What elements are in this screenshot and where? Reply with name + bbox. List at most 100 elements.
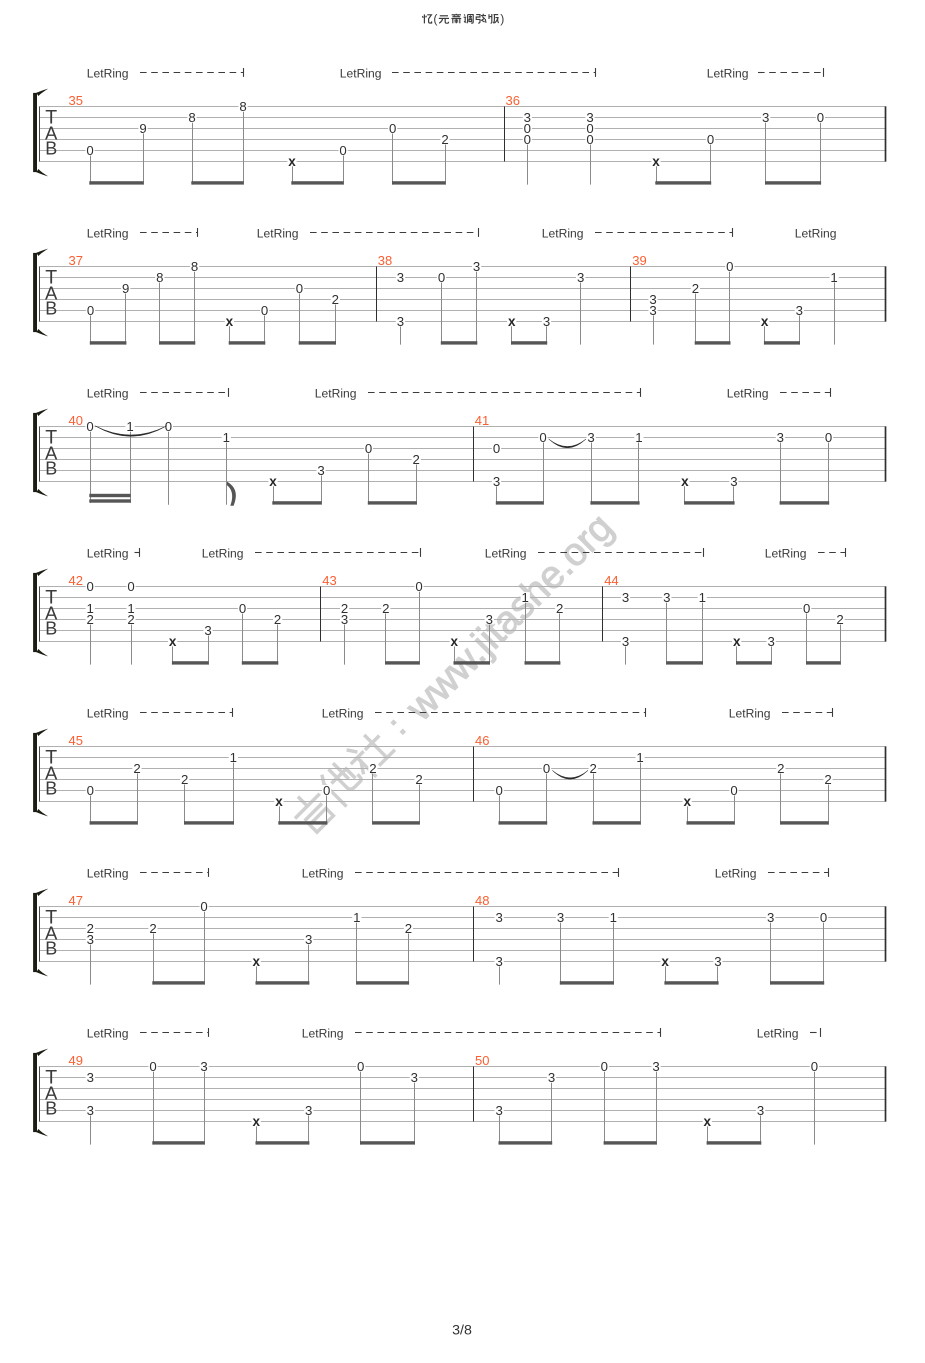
svg-text:x: x (169, 634, 177, 649)
svg-text:A: A (45, 763, 58, 784)
svg-text:3: 3 (649, 303, 656, 318)
svg-text:0: 0 (803, 601, 810, 616)
svg-text:2: 2 (87, 921, 94, 936)
svg-text:0: 0 (323, 783, 330, 798)
svg-text:LetRing: LetRing (485, 546, 527, 560)
svg-text:3: 3 (200, 1059, 207, 1074)
svg-text:2: 2 (369, 761, 376, 776)
svg-text:35: 35 (69, 93, 83, 108)
svg-text:2: 2 (692, 281, 699, 296)
svg-text:2: 2 (413, 452, 420, 467)
svg-text:1: 1 (830, 270, 837, 285)
svg-text:3: 3 (397, 314, 404, 329)
svg-text:2: 2 (341, 601, 348, 616)
svg-text:39: 39 (632, 253, 646, 268)
svg-text:8: 8 (191, 259, 198, 274)
svg-text:3: 3 (577, 270, 584, 285)
svg-text:0: 0 (539, 430, 546, 445)
svg-text:9: 9 (122, 281, 129, 296)
svg-text:0: 0 (261, 303, 268, 318)
svg-text:T: T (45, 907, 57, 929)
svg-text:3: 3 (473, 259, 480, 274)
svg-text:3: 3 (496, 954, 503, 969)
svg-text:0: 0 (493, 441, 500, 456)
svg-text:LetRing: LetRing (315, 386, 357, 400)
svg-text:0: 0 (438, 270, 445, 285)
svg-text:2: 2 (87, 612, 94, 627)
svg-text:LetRing: LetRing (727, 386, 769, 400)
svg-text:T: T (45, 107, 57, 129)
svg-text:0: 0 (496, 783, 503, 798)
svg-text:3: 3 (622, 590, 629, 605)
svg-text:1: 1 (699, 590, 706, 605)
svg-text:LetRing: LetRing (542, 226, 584, 240)
svg-text:3: 3 (663, 590, 670, 605)
svg-text:2: 2 (415, 772, 422, 787)
svg-text:3: 3 (777, 430, 784, 445)
svg-text:0: 0 (87, 303, 94, 318)
svg-text:LetRing: LetRing (795, 226, 837, 240)
svg-text:3: 3 (548, 1070, 555, 1085)
svg-text:2: 2 (127, 612, 134, 627)
svg-text:3: 3 (586, 110, 593, 125)
svg-text:0: 0 (357, 1059, 364, 1074)
svg-text:LetRing: LetRing (302, 1026, 344, 1040)
svg-text:B: B (45, 938, 57, 958)
svg-text:3: 3 (87, 1103, 94, 1118)
svg-text:1: 1 (635, 430, 642, 445)
svg-text:3: 3 (496, 910, 503, 925)
svg-text:LetRing: LetRing (87, 66, 129, 80)
svg-text:x: x (450, 634, 458, 649)
svg-text:2: 2 (332, 292, 339, 307)
svg-text:43: 43 (322, 573, 336, 588)
svg-text:0: 0 (415, 579, 422, 594)
svg-text:T: T (45, 747, 57, 769)
svg-text:3: 3 (762, 110, 769, 125)
svg-text:0: 0 (811, 1059, 818, 1074)
svg-text:37: 37 (69, 253, 83, 268)
svg-text:3: 3 (796, 303, 803, 318)
svg-text:8: 8 (239, 99, 246, 114)
svg-text:0: 0 (601, 1059, 608, 1074)
svg-text:x: x (704, 1114, 712, 1129)
svg-text:LetRing: LetRing (302, 866, 344, 880)
svg-text:1: 1 (87, 601, 94, 616)
svg-text:3: 3 (493, 474, 500, 489)
svg-text:B: B (45, 778, 57, 798)
svg-text:8: 8 (156, 270, 163, 285)
svg-text:x: x (275, 794, 283, 809)
svg-text:2: 2 (181, 772, 188, 787)
svg-text:LetRing: LetRing (87, 706, 129, 720)
svg-text:LetRing: LetRing (757, 1026, 799, 1040)
svg-text:LetRing: LetRing (257, 226, 299, 240)
svg-text:3: 3 (317, 463, 324, 478)
svg-text:LetRing: LetRing (715, 866, 757, 880)
svg-text:3: 3 (397, 270, 404, 285)
svg-text:www.jitashe.org: www.jitashe.org (397, 506, 621, 730)
svg-text:50: 50 (475, 1053, 489, 1068)
svg-text:0: 0 (586, 132, 593, 147)
svg-text:48: 48 (475, 893, 489, 908)
svg-text:A: A (45, 283, 58, 304)
svg-text:LetRing: LetRing (340, 66, 382, 80)
svg-text:0: 0 (239, 601, 246, 616)
svg-text:x: x (661, 954, 669, 969)
svg-text:x: x (683, 794, 691, 809)
svg-text:2: 2 (149, 921, 156, 936)
svg-text:2: 2 (824, 772, 831, 787)
svg-text:0: 0 (524, 121, 531, 136)
svg-text:3: 3 (305, 1103, 312, 1118)
svg-text:3: 3 (557, 910, 564, 925)
svg-text:LetRing: LetRing (707, 66, 749, 80)
svg-text:1: 1 (522, 590, 529, 605)
svg-text:B: B (45, 138, 57, 158)
svg-text:49: 49 (69, 1053, 83, 1068)
svg-text:0: 0 (730, 783, 737, 798)
svg-text:3: 3 (87, 1070, 94, 1085)
svg-text:0: 0 (87, 783, 94, 798)
svg-text:1: 1 (610, 910, 617, 925)
svg-text:3: 3 (305, 932, 312, 947)
svg-text:0: 0 (296, 281, 303, 296)
svg-text:x: x (652, 154, 660, 169)
svg-text:0: 0 (165, 419, 172, 434)
